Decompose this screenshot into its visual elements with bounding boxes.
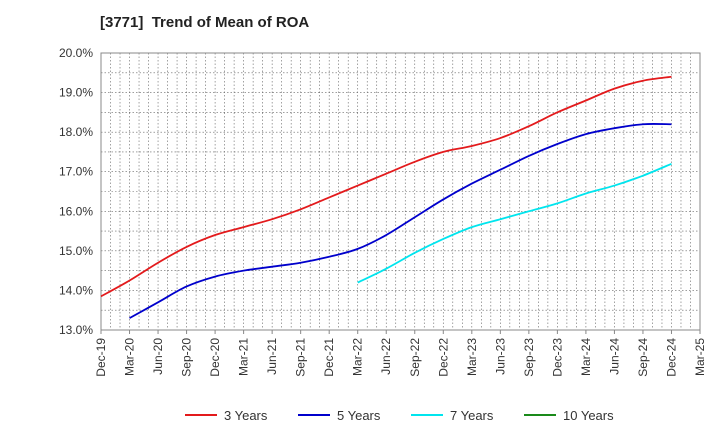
y-tick-label: 18.0% — [59, 125, 93, 139]
legend: 3 Years 5 Years 7 Years 10 Years — [185, 408, 614, 423]
x-tick-label: Sep-23 — [522, 338, 536, 377]
x-tick-label: Dec-23 — [550, 338, 564, 377]
y-tick-label: 17.0% — [59, 165, 93, 179]
x-tick-label: Jun-22 — [379, 338, 393, 375]
legend-label-10-years: 10 Years — [563, 408, 614, 423]
y-tick-label: 14.0% — [59, 283, 93, 297]
series-line-7-years — [357, 162, 672, 284]
x-tick-label: Jun-23 — [493, 338, 507, 375]
y-tick-label: 16.0% — [59, 204, 93, 218]
x-tick-label: Dec-22 — [436, 338, 450, 377]
x-tick-label: Jun-21 — [265, 338, 279, 375]
x-tick-label: Sep-24 — [636, 338, 650, 377]
chart-title: [3771] Trend of Mean of ROA — [100, 14, 310, 31]
series-line-3-years — [100, 75, 672, 298]
legend-label-3-years: 3 Years — [224, 408, 268, 423]
x-tick-label: Sep-22 — [408, 338, 422, 377]
x-tick-label: Mar-22 — [351, 338, 365, 376]
grid — [101, 53, 700, 330]
x-tick-label: Mar-23 — [465, 338, 479, 376]
series-line-5-years — [129, 123, 672, 319]
plot-frame — [100, 52, 701, 331]
x-tick-label: Sep-21 — [294, 338, 308, 377]
x-tick-label: Mar-25 — [693, 338, 707, 376]
y-tick-label: 19.0% — [59, 86, 93, 100]
x-tick-label: Jun-24 — [607, 338, 621, 375]
x-axis: Dec-19 Mar-20 Jun-20 Sep-20 Dec-20 Mar-21 Jun-… — [94, 330, 707, 377]
x-tick-label: Jun-20 — [151, 338, 165, 375]
x-tick-label: Mar-20 — [123, 338, 137, 376]
y-tick-label: 20.0% — [59, 46, 93, 60]
x-tick-label: Dec-20 — [208, 338, 222, 377]
x-tick-label: Dec-24 — [664, 338, 678, 377]
y-tick-label: 15.0% — [59, 244, 93, 258]
y-tick-label: 13.0% — [59, 323, 93, 337]
x-tick-label: Dec-19 — [94, 338, 108, 377]
y-axis: 13.0% 14.0% 15.0% 16.0% 17.0% 18.0% 19.0% 20.0% — [59, 46, 93, 337]
x-tick-label: Mar-24 — [579, 338, 593, 376]
series-lines — [100, 75, 672, 319]
x-tick-label: Mar-21 — [237, 338, 251, 376]
legend-label-5-years: 5 Years — [337, 408, 381, 423]
legend-label-7-years: 7 Years — [450, 408, 494, 423]
x-tick-label: Sep-20 — [180, 338, 194, 377]
x-tick-label: Dec-21 — [322, 338, 336, 377]
